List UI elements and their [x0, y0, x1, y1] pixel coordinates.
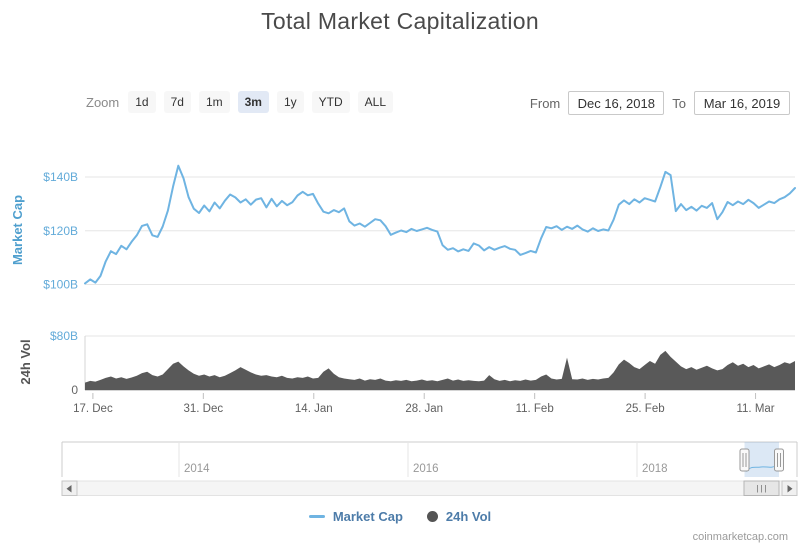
- market-cap-axis-title: Market Cap: [10, 195, 25, 265]
- to-label: To: [672, 95, 686, 111]
- zoom-preset-1y[interactable]: 1y: [276, 91, 304, 113]
- zoom-preset-ytd[interactable]: YTD: [311, 91, 350, 113]
- date-range-toolbar: From To: [530, 91, 790, 115]
- navigator-year-label: 2018: [642, 463, 668, 475]
- x-axis-label: 14. Jan: [295, 403, 333, 415]
- line-marker-icon: [308, 515, 325, 518]
- zoom-preset-buttons: 1d 7d 1m 3m 1y YTD ALL: [128, 91, 401, 113]
- scrollbar-track[interactable]: [76, 480, 783, 496]
- volume-axis-title: 24h Vol: [18, 339, 33, 384]
- navigator-track[interactable]: [62, 442, 797, 477]
- zoom-preset-7d[interactable]: 7d: [163, 91, 191, 113]
- navigator-year-label: 2016: [413, 463, 439, 475]
- legend-item-24h-vol[interactable]: 24h Vol: [426, 509, 492, 524]
- zoom-preset-all[interactable]: ALL: [357, 91, 394, 113]
- y-axis-label-volume: 0: [71, 383, 78, 397]
- circle-marker-icon: [426, 511, 438, 522]
- from-label: From: [529, 95, 561, 111]
- navigator-handle-right[interactable]: [774, 448, 784, 472]
- arrow-right-icon: [787, 485, 793, 493]
- from-date-input[interactable]: [568, 91, 665, 115]
- navigator-selected-range[interactable]: [744, 442, 780, 477]
- zoom-preset-1d[interactable]: 1d: [128, 91, 156, 113]
- arrow-left-icon: [66, 485, 72, 493]
- x-axis-label: 11. Mar: [736, 403, 774, 415]
- zoom-preset-3m[interactable]: 3m: [237, 91, 269, 113]
- page-title: Total Market Capitalization: [261, 8, 539, 34]
- chart-legend: Market Cap 24h Vol: [0, 509, 800, 524]
- volume-area-series: [85, 350, 795, 390]
- x-axis-label: 17. Dec: [73, 403, 113, 415]
- x-axis-label: 11. Feb: [516, 403, 554, 415]
- to-date-input[interactable]: [694, 91, 790, 115]
- x-axis-label: 31. Dec: [184, 403, 224, 415]
- volume-plot-area[interactable]: [85, 330, 795, 390]
- navigator-mini-series: [745, 464, 779, 472]
- watermark: coinmarketcap.com: [692, 531, 788, 543]
- legend-item-market-cap[interactable]: Market Cap: [308, 509, 403, 524]
- y-axis-label-market-cap: $120B: [43, 224, 78, 238]
- zoom-label: Zoom: [86, 94, 120, 110]
- y-axis-label-volume: $80B: [50, 329, 78, 343]
- navigator-year-label: 2014: [184, 463, 210, 475]
- market-cap-line-series: [84, 164, 796, 285]
- legend-label: 24h Vol: [445, 509, 492, 524]
- legend-label: Market Cap: [332, 509, 403, 524]
- market-cap-plot-area[interactable]: [85, 155, 795, 310]
- x-axis-label: 25. Feb: [626, 403, 665, 415]
- zoom-preset-1m[interactable]: 1m: [198, 91, 230, 113]
- navigator-handle-left[interactable]: [739, 448, 750, 472]
- y-axis-label-market-cap: $100B: [43, 278, 78, 292]
- zoom-preset-toolbar: Zoom 1d 7d 1m 3m 1y YTD ALL: [86, 91, 401, 113]
- x-axis-label: 28. Jan: [405, 403, 443, 415]
- y-axis-label-market-cap: $140B: [43, 170, 78, 184]
